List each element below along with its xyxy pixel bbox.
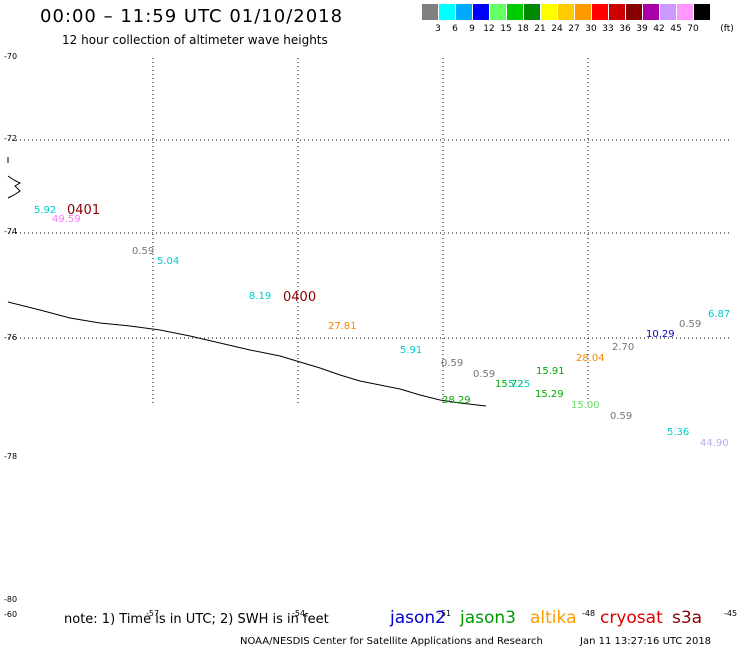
wave-height-label: 5.36 bbox=[667, 427, 690, 438]
color-scale-label: 33 bbox=[602, 24, 614, 34]
lat-label: -76 bbox=[4, 333, 18, 342]
color-scale-swatch bbox=[541, 4, 557, 20]
lat-label: -80 bbox=[4, 595, 18, 604]
wave-height-label: 15.29 bbox=[535, 389, 564, 400]
color-scale-swatch bbox=[422, 4, 438, 20]
graticule bbox=[8, 58, 732, 405]
wave-height-label: 0.59 bbox=[132, 246, 155, 257]
color-scale-swatch bbox=[575, 4, 591, 20]
map-subtitle: 12 hour collection of altimeter wave hei… bbox=[62, 33, 328, 47]
time-label: 0401 bbox=[67, 203, 101, 218]
satellite-legend-altika: altika bbox=[530, 608, 577, 628]
wave-height-label: 5.92 bbox=[34, 205, 57, 216]
color-scale-label: 36 bbox=[619, 24, 631, 34]
wave-height-label: 2.70 bbox=[612, 342, 635, 353]
color-scale-swatch bbox=[473, 4, 489, 20]
wave-height-label: 5.91 bbox=[400, 345, 423, 356]
color-scale-swatch bbox=[609, 4, 625, 20]
credit-line: NOAA/NESDIS Center for Satellite Applica… bbox=[240, 636, 543, 647]
wave-height-label: 15.91 bbox=[536, 366, 565, 377]
lat-label: -72 bbox=[4, 134, 18, 143]
wave-height-label: 49.59 bbox=[52, 214, 81, 225]
lon-label: -57 bbox=[146, 609, 160, 618]
wave-height-label: 44.90 bbox=[700, 438, 729, 449]
lon-label: -48 bbox=[582, 609, 596, 618]
coastline bbox=[7, 301, 487, 407]
lon-label: -51 bbox=[438, 609, 452, 618]
wave-height-label: 15.72 bbox=[495, 379, 524, 390]
island-coastline bbox=[7, 175, 22, 199]
color-scale-label: 24 bbox=[551, 24, 563, 34]
wave-height-label: 6.87 bbox=[708, 309, 731, 320]
color-scale-label: 27 bbox=[568, 24, 580, 34]
color-scale-label: 9 bbox=[469, 24, 475, 34]
wave-height-label: 15.00 bbox=[571, 400, 600, 411]
wave-height-label: 28.04 bbox=[576, 353, 605, 364]
color-scale-label: 39 bbox=[636, 24, 648, 34]
footer-note: note: 1) Time is in UTC; 2) SWH is in fe… bbox=[64, 612, 329, 627]
wave-height-label: 5.25 bbox=[508, 379, 531, 390]
color-scale-swatch bbox=[439, 4, 455, 20]
color-scale-label: 30 bbox=[585, 24, 597, 34]
wave-height-label: 8.19 bbox=[249, 291, 272, 302]
color-scale-label: 70 bbox=[687, 24, 699, 34]
color-scale-swatch bbox=[490, 4, 506, 20]
wave-height-label: 0.59 bbox=[441, 358, 464, 369]
satellite-legend-s3a: s3a bbox=[672, 608, 703, 628]
wave-height-label: 0.59 bbox=[473, 369, 496, 380]
lat-label: -78 bbox=[4, 452, 18, 461]
lat-label: -74 bbox=[4, 227, 18, 236]
lon-label: -60 bbox=[4, 610, 18, 619]
color-scale-label: 18 bbox=[517, 24, 529, 34]
scale-unit-label: (ft) bbox=[720, 24, 734, 34]
color-scale-label: 3 bbox=[435, 24, 441, 34]
satellite-legend-jason3: jason3 bbox=[460, 608, 516, 628]
color-scale-swatch bbox=[677, 4, 693, 20]
map-title: 00:00 – 11:59 UTC 01/10/2018 bbox=[40, 6, 344, 27]
color-scale-swatch bbox=[660, 4, 676, 20]
wave-height-label: 28.29 bbox=[442, 395, 471, 406]
color-scale-label: 42 bbox=[653, 24, 665, 34]
wave-height-label: 0.59 bbox=[610, 411, 633, 422]
satellite-legend-cryosat: cryosat bbox=[600, 608, 663, 628]
lon-label: -54 bbox=[292, 609, 306, 618]
wave-height-label: 5.04 bbox=[157, 256, 180, 267]
color-scale-label: 15 bbox=[500, 24, 512, 34]
color-scale-swatch bbox=[456, 4, 472, 20]
color-scale-swatch bbox=[592, 4, 608, 20]
wave-height-label: 0.59 bbox=[679, 319, 702, 330]
color-scale-swatch bbox=[507, 4, 523, 20]
color-scale-label: 6 bbox=[452, 24, 458, 34]
color-scale-swatch bbox=[626, 4, 642, 20]
lat-label: -70 bbox=[4, 52, 18, 61]
lon-label: -45 bbox=[724, 609, 738, 618]
color-scale-swatch bbox=[524, 4, 540, 20]
wave-height-label: 10.29 bbox=[646, 329, 675, 340]
satellite-legend-jason2: jason2 bbox=[390, 608, 446, 628]
generation-timestamp: Jan 11 13:27:16 UTC 2018 bbox=[580, 636, 712, 647]
color-scale-label: 12 bbox=[483, 24, 495, 34]
wave-height-label: 27.81 bbox=[328, 321, 357, 332]
time-label: 0400 bbox=[283, 290, 317, 305]
color-scale-label: 45 bbox=[670, 24, 682, 34]
color-scale-swatch bbox=[558, 4, 574, 20]
color-scale-label: 21 bbox=[534, 24, 546, 34]
color-scale-swatch bbox=[643, 4, 659, 20]
color-scale-swatch bbox=[694, 4, 710, 20]
